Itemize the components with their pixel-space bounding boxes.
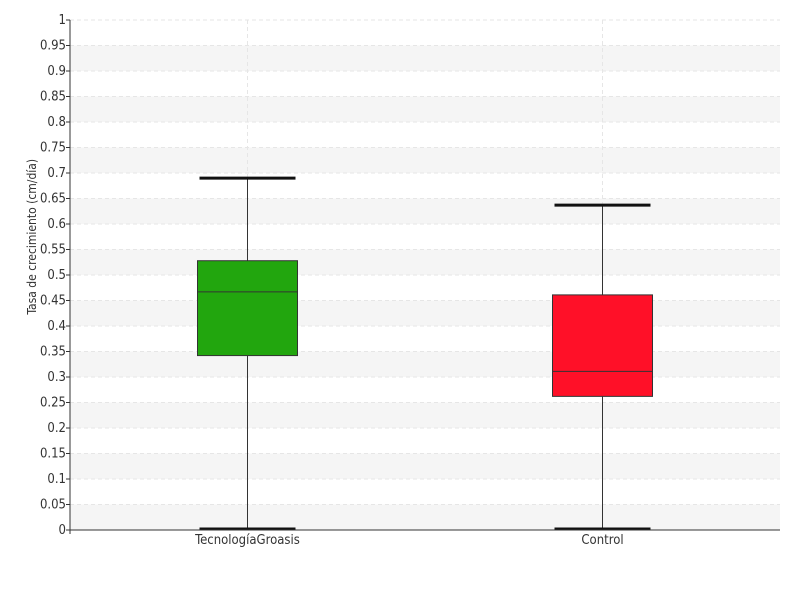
box-1	[197, 176, 298, 531]
y-tick-label: 0.25	[40, 396, 66, 411]
y-tick-label: 0.8	[47, 115, 66, 130]
y-tick-label: 0.35	[40, 345, 66, 360]
y-tick-label: 0.55	[40, 243, 66, 258]
background-band	[70, 402, 780, 428]
y-tick-label: 0.85	[40, 90, 66, 105]
y-tick-label: 0.95	[40, 39, 66, 54]
background-band	[70, 96, 780, 122]
y-tick-label: 0	[59, 523, 66, 538]
y-tick-label: 0.15	[40, 447, 66, 462]
y-tick-label: 0.75	[40, 141, 66, 156]
background-band	[70, 249, 780, 275]
box-2	[552, 203, 653, 531]
y-tick-label: 0.45	[40, 294, 66, 309]
y-tick-label: 0.6	[47, 217, 66, 232]
y-tick-label: 0.1	[47, 472, 66, 487]
y-tick-label: 0.7	[47, 166, 66, 181]
box-series	[197, 176, 653, 531]
x-axis-labels: TecnologíaGroasis Control	[194, 533, 623, 548]
y-axis-ticks: 0 0.05 0.1 0.15 0.2 0.25 0.3 0.35 0.4 0.45 0.5 0.55…	[40, 13, 70, 538]
box-rect	[197, 260, 298, 357]
x-category-label: Control	[581, 533, 623, 548]
y-tick-label: 1	[59, 13, 66, 28]
y-tick-label: 0.5	[47, 268, 66, 283]
y-tick-label: 0.4	[47, 319, 66, 334]
background-band	[70, 300, 780, 326]
background-bands	[70, 45, 780, 530]
y-tick-label: 0.2	[47, 421, 66, 436]
background-band	[70, 45, 780, 71]
y-axis-label: Tasa de crecimiento (cm/día)	[25, 159, 39, 316]
y-tick-label: 0.9	[47, 64, 66, 79]
background-band	[70, 351, 780, 377]
grid-lines	[70, 19, 780, 530]
background-band	[70, 198, 780, 224]
x-category-label: TecnologíaGroasis	[194, 533, 300, 548]
background-band	[70, 504, 780, 530]
y-tick-label: 0.3	[47, 370, 66, 385]
background-band	[70, 147, 780, 173]
y-tick-label: 0.65	[40, 192, 66, 207]
background-band	[70, 453, 780, 479]
y-tick-label: 0.05	[40, 498, 66, 513]
box-rect	[552, 294, 653, 397]
